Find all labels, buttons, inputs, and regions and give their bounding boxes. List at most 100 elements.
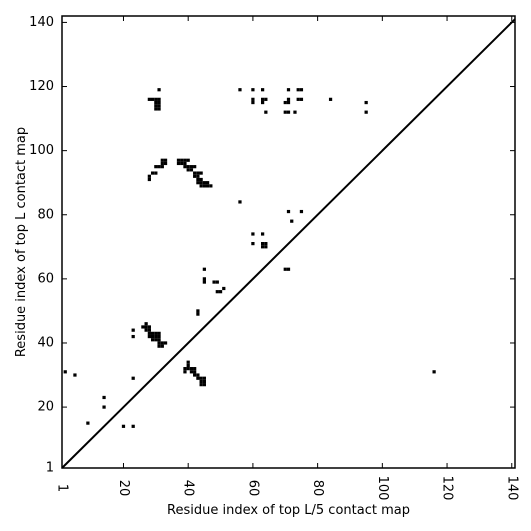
contact-point [260, 88, 265, 92]
y-axis-label: Residue index of top L contact map [14, 127, 29, 357]
contact-point [186, 168, 190, 172]
contact-point [121, 424, 126, 428]
x-tick-label: 100 [375, 476, 390, 501]
contact-point [260, 245, 265, 249]
contact-point [212, 280, 216, 284]
contact-point [286, 209, 291, 214]
contact-point [160, 341, 164, 345]
contact-point [251, 97, 255, 101]
contact-point [154, 107, 158, 111]
contact-point [199, 181, 203, 185]
contact-point [299, 209, 304, 214]
contact-point [131, 376, 135, 380]
contact-point [154, 97, 158, 101]
contact-point [154, 100, 158, 105]
contact-point [286, 110, 291, 114]
contact-point [196, 181, 200, 185]
contact-point [196, 171, 200, 175]
contact-point [264, 242, 268, 246]
contact-point [131, 424, 135, 428]
contact-point [260, 100, 265, 105]
x-tick-label: 120 [440, 476, 455, 501]
contact-point [154, 338, 158, 342]
contact-point [193, 174, 197, 178]
plot-frame [61, 15, 516, 469]
contact-point [202, 184, 206, 188]
contact-point [157, 341, 161, 345]
contact-point [160, 165, 164, 169]
x-tick-label: 40 [181, 480, 196, 497]
contact-point [157, 97, 161, 101]
x-tick-label: 80 [310, 480, 325, 497]
contact-point [160, 158, 164, 162]
contact-point [283, 267, 287, 271]
y-tick-label: 120 [29, 79, 54, 94]
contact-point [147, 334, 151, 339]
contact-point [157, 104, 161, 108]
contact-point [286, 97, 291, 101]
contact-point [264, 110, 268, 114]
contact-point [193, 370, 197, 374]
contact-point [186, 367, 190, 371]
contact-point [196, 373, 200, 377]
contact-point [251, 232, 255, 236]
contact-point [163, 158, 168, 162]
y-tick-label: 100 [29, 143, 54, 158]
contact-point [193, 373, 197, 377]
contact-point [286, 88, 291, 92]
contact-point [189, 165, 194, 169]
contact-point [183, 367, 187, 371]
contact-point [202, 267, 206, 271]
contact-point [73, 373, 77, 377]
x-tick-label: 20 [116, 480, 131, 497]
contact-point [150, 331, 155, 335]
contact-point [296, 97, 300, 101]
contact-point [183, 158, 187, 162]
contact-point [283, 110, 287, 114]
contact-point [215, 280, 219, 284]
y-tick-label: 140 [29, 15, 54, 30]
contact-point [150, 334, 155, 339]
contact-point [131, 334, 135, 339]
x-tick-label: 1 [55, 484, 70, 492]
contact-point [196, 174, 200, 178]
contact-point [180, 158, 184, 162]
contact-point [286, 100, 291, 105]
contact-point [154, 104, 158, 108]
contact-point [364, 100, 368, 105]
contact-point [144, 325, 148, 329]
contact-point [189, 367, 194, 371]
contact-points [63, 88, 436, 428]
contact-point [150, 97, 155, 101]
contact-point [202, 280, 206, 284]
contact-point [183, 370, 187, 374]
contact-point [154, 334, 158, 339]
contact-point [205, 184, 210, 188]
contact-point [328, 97, 333, 101]
contact-point [202, 383, 206, 387]
contact-point [260, 242, 265, 246]
contact-point [215, 290, 219, 294]
contact-point [193, 165, 197, 169]
contact-point [157, 165, 161, 169]
contact-point [296, 88, 300, 92]
contact-point [147, 331, 151, 335]
x-axis-label: Residue index of top L/5 contact map [167, 503, 410, 518]
contact-point [147, 177, 151, 182]
contact-point [199, 177, 203, 182]
contact-point [157, 88, 161, 92]
contact-point [141, 325, 145, 329]
contact-point [186, 165, 190, 169]
contact-point [260, 232, 265, 236]
contact-point [63, 370, 67, 374]
contact-point [157, 344, 161, 348]
contact-point [264, 245, 268, 249]
contact-point [176, 158, 181, 162]
contact-point [157, 107, 161, 111]
contact-point [199, 376, 203, 380]
contact-point [238, 88, 242, 92]
contact-point [199, 379, 203, 384]
contact-point [196, 309, 200, 313]
